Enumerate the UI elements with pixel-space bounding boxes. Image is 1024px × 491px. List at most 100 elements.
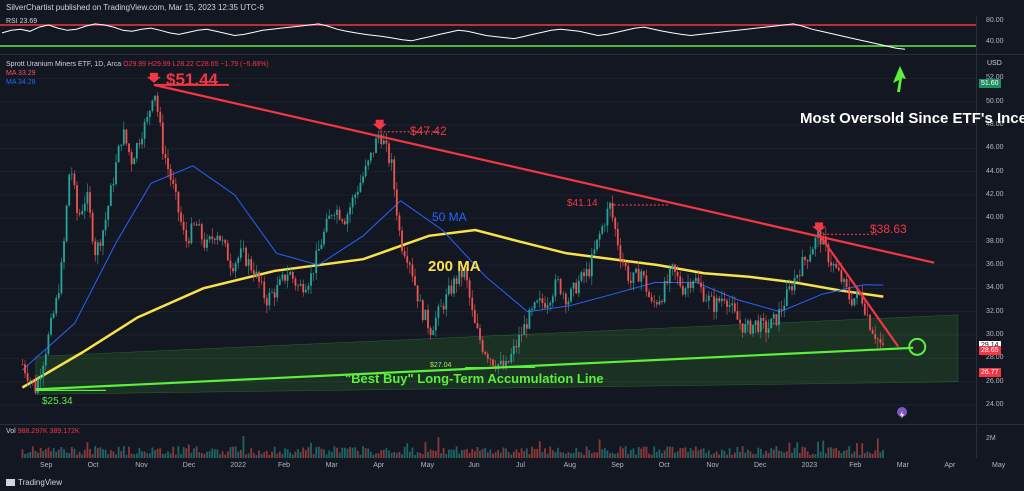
- volume-bar: [473, 451, 476, 458]
- candle: [614, 217, 617, 229]
- candle: [382, 140, 385, 145]
- lightning-icon[interactable]: [897, 407, 907, 419]
- volume-divider[interactable]: [0, 424, 1024, 425]
- volume-bar: [338, 452, 341, 458]
- volume-bar: [492, 453, 494, 458]
- volume-bar: [278, 451, 281, 458]
- price-tick: 34.00: [986, 284, 1004, 292]
- volume-bar: [453, 449, 455, 458]
- candle: [138, 143, 141, 145]
- candle: [744, 324, 747, 333]
- ma-legend-2[interactable]: MA 34.28: [6, 79, 36, 86]
- price-chart[interactable]: [0, 55, 976, 424]
- candle: [354, 194, 357, 198]
- candle: [668, 269, 671, 284]
- volume-bar: [291, 454, 294, 458]
- volume-bar: [544, 448, 546, 458]
- candle: [593, 249, 596, 254]
- volume-bar: [661, 453, 663, 458]
- candle: [65, 205, 68, 241]
- volume-bar: [252, 452, 255, 458]
- volume-bar: [432, 450, 435, 458]
- volume-bar: [762, 454, 765, 458]
- rsi-tick-80: 80.00: [986, 17, 1004, 24]
- volume-bar: [788, 442, 791, 458]
- volume-bar: [593, 452, 596, 458]
- candle: [861, 293, 864, 304]
- candle: [369, 152, 372, 161]
- candle: [174, 183, 177, 192]
- candle: [528, 309, 531, 329]
- volume-bar: [216, 449, 219, 458]
- candle: [242, 247, 245, 249]
- volume-bar: [286, 449, 289, 458]
- volume-bar: [65, 452, 68, 458]
- candle: [252, 270, 255, 277]
- candle: [767, 328, 770, 333]
- price-axis[interactable]: [976, 16, 1024, 458]
- candle: [728, 305, 731, 307]
- candle: [411, 264, 414, 277]
- volume-bar: [159, 448, 162, 458]
- candle: [835, 263, 838, 268]
- volume-bar: [728, 448, 731, 458]
- volume-bar: [507, 452, 510, 458]
- candle: [814, 238, 817, 250]
- candle: [778, 309, 780, 325]
- symbol-title[interactable]: Sprott Uranium Miners ETF, 1D, Arca: [6, 61, 122, 68]
- candle: [473, 309, 476, 323]
- candle: [762, 318, 765, 321]
- candle: [388, 143, 390, 163]
- volume-bar: [739, 452, 741, 458]
- volume-bar: [632, 448, 635, 458]
- candle: [414, 276, 416, 286]
- volume-bar: [294, 451, 297, 458]
- volume-bar: [31, 446, 34, 458]
- volume-bar: [575, 447, 578, 458]
- candle: [421, 300, 424, 321]
- ma-legend-1[interactable]: MA 33.29: [6, 70, 36, 77]
- volume-bar: [562, 452, 565, 458]
- volume-bar: [450, 449, 453, 458]
- candle: [718, 298, 721, 302]
- volume-bar: [736, 446, 739, 458]
- volume-bar: [229, 446, 232, 458]
- candle: [104, 219, 107, 231]
- annotation-50-ma: 50 MA: [432, 210, 467, 224]
- candle: [424, 309, 427, 321]
- trendlines: [35, 83, 935, 391]
- volume-bar: [24, 454, 26, 458]
- panel-divider[interactable]: [0, 54, 1024, 55]
- candle: [611, 202, 614, 218]
- volume-bar: [754, 454, 757, 458]
- candle: [141, 138, 143, 145]
- price-tick: 48.00: [986, 121, 1004, 128]
- price-tick: 50.00: [986, 97, 1004, 105]
- volume-bar: [830, 447, 832, 458]
- volume-bar: [531, 446, 533, 458]
- volume-bar: [117, 446, 120, 458]
- candle: [115, 162, 117, 185]
- candle: [107, 205, 110, 220]
- candle: [809, 254, 812, 262]
- volume-bar: [385, 448, 388, 458]
- candle: [263, 281, 266, 299]
- trendline-resistance: [153, 83, 935, 264]
- candle: [525, 324, 528, 329]
- volume-chart[interactable]: [0, 425, 976, 458]
- price-tag: 26.77: [979, 368, 1001, 378]
- oversold-arrow-icon: [893, 66, 906, 92]
- tradingview-brand[interactable]: TradingView: [6, 478, 62, 487]
- volume-bar: [471, 448, 474, 458]
- candle: [213, 238, 216, 240]
- volume-bar: [362, 446, 364, 458]
- volume-bar: [47, 447, 50, 458]
- candle: [258, 271, 260, 282]
- candle: [754, 320, 757, 325]
- volume-bar: [650, 454, 653, 458]
- candle: [850, 299, 853, 306]
- candle: [648, 291, 650, 298]
- month-tick: Jul: [516, 462, 525, 469]
- candle: [151, 100, 154, 111]
- candle: [68, 174, 71, 206]
